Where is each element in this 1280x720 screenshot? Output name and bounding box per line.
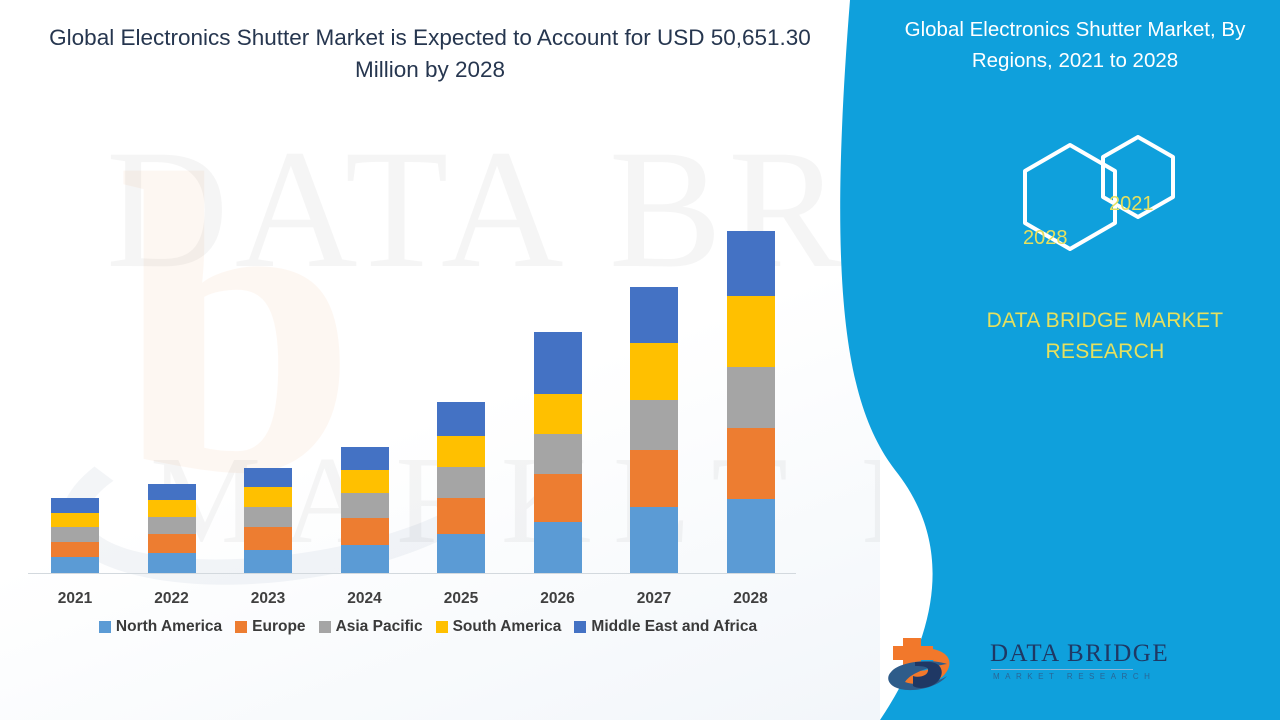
x-tick-2021: 2021: [57, 590, 93, 607]
bar-segment: [244, 467, 292, 487]
bar-segment: [533, 394, 582, 434]
x-tick-2026: 2026: [540, 590, 575, 607]
x-tick-2024: 2024: [347, 590, 382, 607]
x-tick-2027: 2027: [636, 590, 672, 607]
x-axis-line: [28, 573, 796, 574]
legend-swatch-icon: [574, 621, 587, 633]
bar-segment: [147, 534, 196, 554]
chart-title: Global Electronics Shutter Market is Exp…: [49, 25, 811, 82]
bar-2023: [244, 467, 292, 573]
bar-segment: [51, 512, 99, 528]
x-tick-2025: 2025: [443, 590, 479, 607]
legend-label: Europe: [252, 618, 306, 635]
bar-segment: [437, 534, 485, 573]
panel-content: Global Electronics Shutter Market, By Re…: [820, 0, 1280, 720]
bar-segment: [630, 507, 678, 573]
logo-tagline: MARKET RESEARCH: [993, 672, 1156, 681]
bar-segment: [147, 553, 196, 573]
x-tick-2023: 2023: [250, 590, 286, 607]
bar-segment: [244, 506, 292, 528]
bar-segment: [244, 486, 292, 507]
bar-segment: [340, 545, 389, 573]
bar-segment: [244, 527, 292, 550]
bar-segment: [630, 400, 678, 450]
hexagon-start-year: [1101, 135, 1175, 219]
bar-segment: [51, 527, 99, 542]
panel-title: Global Electronics Shutter Market, By Re…: [904, 18, 1246, 72]
bar-segment: [51, 541, 99, 557]
bar-segment: [630, 449, 678, 508]
logo-name: DATA BRIDGE: [990, 640, 1170, 667]
bar-segment: [630, 342, 678, 401]
bar-2022: [147, 484, 196, 573]
bar-segment: [437, 498, 485, 535]
legend-item[interactable]: Asia Pacific: [318, 618, 423, 636]
bar-segment: [533, 332, 582, 395]
bar-segment: [340, 493, 389, 519]
brand-name-line2: RESEARCH: [1045, 340, 1165, 363]
legend-swatch-icon: [235, 621, 248, 633]
plot-area: 2021 2022 2023 2024 2025 2026 2027 2028: [28, 230, 796, 607]
bar-segment: [437, 466, 485, 499]
bar-segment: [533, 433, 582, 475]
bar-segment: [437, 402, 485, 437]
chart-pane: b DATA BRIDGE MARKET RESEARCH Global Ele…: [0, 0, 880, 720]
bar-segment: [147, 484, 196, 501]
legend-label: Middle East and Africa: [591, 618, 758, 635]
legend-item[interactable]: Middle East and Africa: [574, 618, 757, 636]
bar-segment: [726, 367, 775, 429]
bar-segment: [726, 499, 775, 573]
year-hexagons: 2021 2028: [975, 135, 1225, 285]
bar-segment: [51, 556, 99, 573]
bar-segment: [244, 549, 292, 573]
bar-2027: [630, 287, 678, 573]
bar-segment: [147, 517, 196, 535]
bar-segment: [51, 498, 99, 513]
bar-2024: [340, 447, 389, 573]
hexagon-end-year: [1023, 143, 1117, 251]
chart-legend: North America Europe Asia Pacific South Ame…: [28, 618, 828, 636]
logo-mark-icon: [888, 638, 950, 691]
bar-segment: [340, 447, 389, 470]
legend-item[interactable]: North America: [98, 618, 223, 636]
x-tick-2022: 2022: [154, 590, 189, 607]
legend-swatch-icon: [98, 621, 111, 633]
company-logo: DATA BRIDGE MARKET RESEARCH: [885, 632, 1168, 702]
brand-panel: Global Electronics Shutter Market, By Re…: [820, 0, 1280, 720]
hexagon-shapes: [1023, 135, 1175, 251]
legend-label: Asia Pacific: [335, 618, 423, 635]
bar-segment: [726, 230, 775, 297]
bar-2026: [533, 332, 582, 573]
bar-2025: [437, 402, 485, 573]
bar-segment: [533, 474, 582, 522]
bar-2028: [726, 230, 775, 573]
bar-segment: [340, 469, 389, 494]
bar-segment: [147, 500, 196, 518]
brand-name: DATA BRIDGE MARKET RESEARCH: [940, 305, 1270, 367]
panel-background-shape: [840, 0, 1280, 720]
legend-swatch-icon: [435, 621, 448, 633]
logo-divider: [991, 669, 1133, 670]
bar-segment: [726, 428, 775, 500]
legend-item[interactable]: South America: [435, 618, 562, 636]
bar-segment: [437, 436, 485, 467]
x-tick-2028: 2028: [733, 590, 768, 607]
bar-segment: [340, 518, 389, 546]
bar-2021: [51, 498, 99, 573]
bar-segment: [533, 521, 582, 573]
hexagon-end-year-label: 2028: [1023, 227, 1068, 249]
hexagon-start-year-label: 2021: [1109, 193, 1154, 215]
brand-name-line1: DATA BRIDGE MARKET: [986, 309, 1224, 332]
legend-item[interactable]: Europe: [235, 618, 306, 636]
legend-label: South America: [452, 618, 562, 635]
bar-segment: [726, 296, 775, 368]
bar-segment: [630, 287, 678, 343]
watermark-letter-b: b: [118, 87, 358, 563]
legend-label: North America: [115, 618, 223, 635]
legend-swatch-icon: [318, 621, 331, 633]
